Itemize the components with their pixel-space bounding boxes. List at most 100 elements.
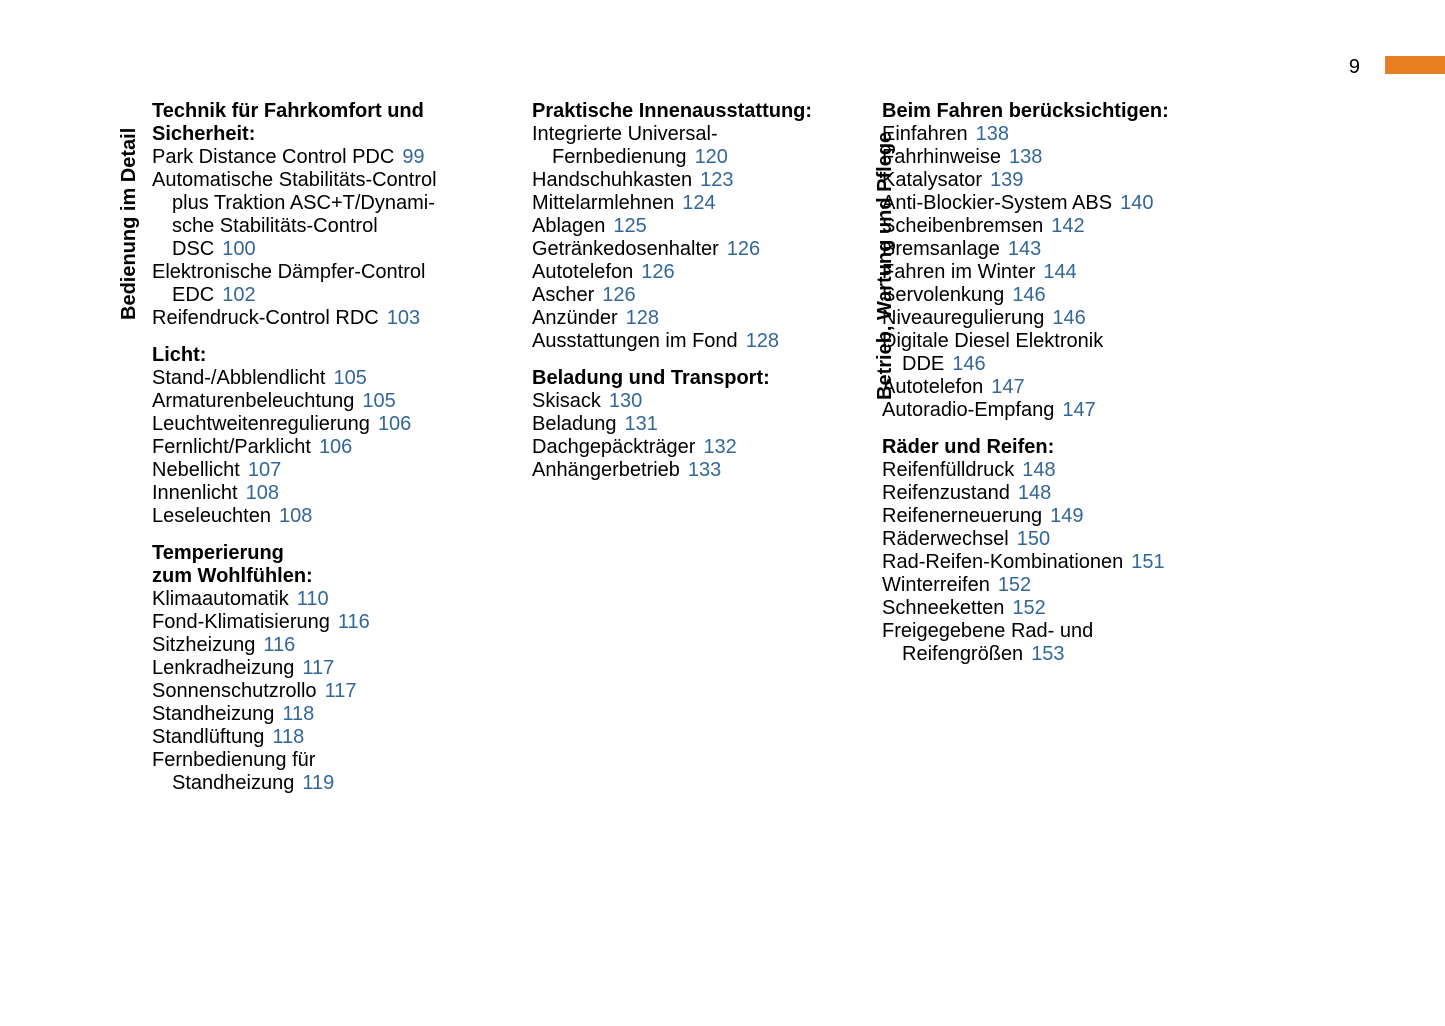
toc-entry: Nebellicht107 <box>152 459 510 482</box>
toc-page-link[interactable]: 146 <box>1012 284 1045 306</box>
toc-page-link[interactable]: 123 <box>700 169 733 191</box>
toc-entry-text: Rad-Reifen-Kombinationen <box>882 551 1123 573</box>
toc-entry-text: Sonnenschutzrollo <box>152 680 317 702</box>
toc-page-link[interactable]: 133 <box>688 459 721 481</box>
toc-entry: Fernbedienung für <box>152 749 510 772</box>
column-inner: Technik für Fahrkomfort undSicherheit:Pa… <box>152 100 510 795</box>
toc-entry-text: Autotelefon <box>882 376 983 398</box>
toc-page-link[interactable]: 125 <box>613 215 646 237</box>
toc-entry-text: EDC <box>172 284 214 306</box>
section-heading: zum Wohlfühlen: <box>152 565 510 588</box>
toc-entry-text: Bremsanlage <box>882 238 1000 260</box>
toc-entry-text: Standheizung <box>172 772 294 794</box>
toc-page-link[interactable]: 105 <box>362 390 395 412</box>
toc-page-link[interactable]: 118 <box>282 703 314 725</box>
toc-page-link[interactable]: 151 <box>1131 551 1164 573</box>
toc-entry: Katalysator139 <box>882 169 1220 192</box>
toc-entry-text: Standlüftung <box>152 726 264 748</box>
toc-entry: DSC100 <box>152 238 510 261</box>
toc-page-link[interactable]: 131 <box>625 413 658 435</box>
toc-page-link[interactable]: 140 <box>1120 192 1153 214</box>
toc-entry: Winterreifen152 <box>882 574 1220 597</box>
toc-entry-text: Einfahren <box>882 123 968 145</box>
toc-page-link[interactable]: 144 <box>1043 261 1076 283</box>
toc-page-link[interactable]: 108 <box>279 505 312 527</box>
toc-page-link[interactable]: 105 <box>333 367 366 389</box>
toc-page-link[interactable]: 103 <box>387 307 420 329</box>
toc-page-link[interactable]: 150 <box>1017 528 1050 550</box>
toc-page-link[interactable]: 149 <box>1050 505 1083 527</box>
toc-entry: Bremsanlage 143 <box>882 238 1220 261</box>
toc-page-link[interactable]: 119 <box>302 772 334 794</box>
toc-entry-text: Digitale Diesel Elektronik <box>882 330 1103 352</box>
toc-entry: Fond-Klimatisierung 116 <box>152 611 510 634</box>
toc-page-link[interactable]: 106 <box>378 413 411 435</box>
toc-entry: Reifendruck-Control RDC103 <box>152 307 510 330</box>
toc-page-link[interactable]: 106 <box>319 436 352 458</box>
toc-entry-text: Reifenfülldruck <box>882 459 1014 481</box>
toc-entry: Ablagen 125 <box>532 215 850 238</box>
toc-page-link[interactable]: 126 <box>641 261 674 283</box>
toc-page-link[interactable]: 142 <box>1051 215 1084 237</box>
toc-page-link[interactable]: 99 <box>402 146 424 168</box>
toc-page-link[interactable]: 102 <box>222 284 255 306</box>
toc-entry: Autotelefon126 <box>532 261 850 284</box>
section-heading: Sicherheit: <box>152 123 510 146</box>
toc-entry: Fernbedienung120 <box>532 146 850 169</box>
toc-column: Technik für Fahrkomfort undSicherheit:Pa… <box>110 100 530 795</box>
toc-page-link[interactable]: 146 <box>952 353 985 375</box>
toc-entry: Elektronische Dämpfer-Control <box>152 261 510 284</box>
toc-page-link[interactable]: 132 <box>703 436 736 458</box>
toc-entry-text: Standheizung <box>152 703 274 725</box>
toc-page-link[interactable]: 138 <box>1009 146 1042 168</box>
toc-page-link[interactable]: 116 <box>338 611 370 633</box>
toc-page-link[interactable]: 126 <box>727 238 760 260</box>
section-heading: Räder und Reifen: <box>882 436 1220 459</box>
toc-page-link[interactable]: 116 <box>263 634 295 656</box>
toc-entry: Fahrhinweise138 <box>882 146 1220 169</box>
toc-entry-text: Freigegebene Rad- und <box>882 620 1093 642</box>
toc-page-link[interactable]: 100 <box>222 238 255 260</box>
toc-entry: DDE146 <box>882 353 1220 376</box>
toc-page-link[interactable]: 124 <box>682 192 715 214</box>
toc-page-link[interactable]: 108 <box>246 482 279 504</box>
toc-column: Praktische Innenausstattung:Integrierte … <box>490 100 870 795</box>
toc-page-link[interactable]: 152 <box>998 574 1031 596</box>
toc-entry: Niveauregulierung 146 <box>882 307 1220 330</box>
toc-entry: Anzünder128 <box>532 307 850 330</box>
toc-page-link[interactable]: 148 <box>1022 459 1055 481</box>
toc-page-link[interactable]: 147 <box>1062 399 1095 421</box>
toc-page-link[interactable]: 107 <box>248 459 281 481</box>
toc-page-link[interactable]: 138 <box>976 123 1009 145</box>
toc-entry-text: Skisack <box>532 390 601 412</box>
toc-entry-text: Fernbedienung für <box>152 749 315 771</box>
toc-page-link[interactable]: 128 <box>746 330 779 352</box>
toc-entry: Autoradio-Empfang147 <box>882 399 1220 422</box>
section-heading: Praktische Innenausstattung: <box>532 100 850 123</box>
toc-entry: Standheizung 119 <box>152 772 510 795</box>
toc-page-link[interactable]: 117 <box>325 680 357 702</box>
toc-page-link[interactable]: 148 <box>1018 482 1051 504</box>
toc-page-link[interactable]: 153 <box>1031 643 1064 665</box>
toc-entry-text: Integrierte Universal- <box>532 123 718 145</box>
toc-entry-text: Fond-Klimatisierung <box>152 611 330 633</box>
toc-entry-text: Niveauregulierung <box>882 307 1044 329</box>
toc-page-link[interactable]: 110 <box>297 588 329 610</box>
toc-page-link[interactable]: 130 <box>609 390 642 412</box>
toc-page-link[interactable]: 146 <box>1052 307 1085 329</box>
toc-page-link[interactable]: 120 <box>695 146 728 168</box>
toc-page-link[interactable]: 126 <box>602 284 635 306</box>
toc-page-link[interactable]: 118 <box>272 726 304 748</box>
toc-entry-text: Ablagen <box>532 215 605 237</box>
toc-entry-text: sche Stabilitäts-Control <box>172 215 378 237</box>
toc-entry-text: Reifenzustand <box>882 482 1010 504</box>
toc-entry-text: Scheibenbremsen <box>882 215 1043 237</box>
toc-page-link[interactable]: 128 <box>626 307 659 329</box>
toc-page-link[interactable]: 152 <box>1012 597 1045 619</box>
toc-entry: plus Traktion ASC+T/Dynami- <box>152 192 510 215</box>
toc-page-link[interactable]: 143 <box>1008 238 1041 260</box>
toc-page-link[interactable]: 139 <box>990 169 1023 191</box>
toc-page-link[interactable]: 117 <box>302 657 334 679</box>
toc-page-link[interactable]: 147 <box>991 376 1024 398</box>
toc-column: Beim Fahren berücksichtigen:Einfahren138… <box>840 100 1240 795</box>
